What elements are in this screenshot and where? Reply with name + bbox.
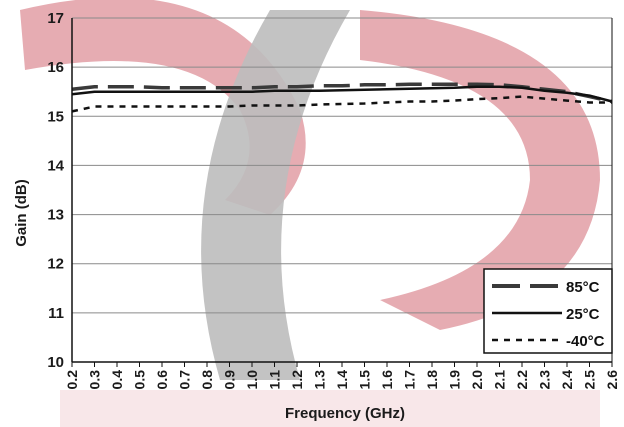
- y-tick-label: 11: [48, 305, 64, 322]
- legend-label-minus40c: -40°C: [566, 333, 605, 350]
- y-tick-label: 10: [47, 354, 64, 371]
- y-axis-title: Gain (dB): [13, 179, 30, 247]
- y-tick-label: 16: [47, 59, 64, 76]
- y-tick-label: 13: [47, 207, 64, 224]
- x-tick-label: 1.9: [447, 370, 463, 390]
- x-tick-label: 2.4: [559, 370, 575, 390]
- x-tick-label: 2.0: [469, 370, 485, 390]
- x-tick-label: 2.1: [492, 370, 508, 390]
- y-tick-label: 15: [47, 108, 64, 125]
- x-tick-label: 1.1: [267, 370, 283, 390]
- watermark-red-arc-top: [20, 0, 306, 215]
- x-tick-label: 0.4: [109, 370, 125, 390]
- x-tick-label: 1.7: [402, 370, 418, 390]
- watermark-logo: [20, 0, 600, 427]
- legend-label-25c: 25°C: [566, 306, 600, 323]
- y-tick-label: 17: [47, 10, 64, 27]
- x-tick-label: 0.7: [177, 370, 193, 390]
- x-tick-label: 2.3: [537, 370, 553, 390]
- axes: 10 11 12 13 14 15 16 17 0.2 0.3 0.4 0.5 0.6 0.7 0.8 0.9…: [47, 10, 620, 389]
- x-tick-label: 1.2: [289, 370, 305, 390]
- x-tick-label: 0.8: [199, 370, 215, 390]
- x-tick-label: 2.6: [604, 370, 620, 390]
- x-tick-label: 1.0: [244, 370, 260, 390]
- x-tick-label: 1.3: [312, 370, 328, 390]
- x-tick-label: 1.4: [334, 370, 350, 390]
- y-tick-label: 14: [47, 157, 64, 174]
- x-tick-label: 0.5: [132, 370, 148, 390]
- series-group: [71, 82, 613, 113]
- x-tick-label: 1.8: [424, 370, 440, 390]
- x-axis-title: Frequency (GHz): [285, 405, 405, 422]
- x-tick-label: 0.2: [64, 370, 80, 390]
- series-line-25c: [71, 85, 613, 103]
- legend-label-85c: 85°C: [566, 279, 600, 296]
- legend: 85°C 25°C -40°C: [483, 268, 613, 354]
- x-tick-label: 2.5: [582, 370, 598, 390]
- x-tick-label: 0.3: [87, 370, 103, 390]
- x-tick-label: 2.2: [514, 370, 530, 390]
- y-tick-label: 12: [47, 256, 64, 273]
- x-tick-label: 0.9: [222, 370, 238, 390]
- x-tick-label: 1.5: [357, 370, 373, 390]
- watermark-red-bottom: [60, 390, 600, 427]
- watermark-gray-band: [201, 10, 350, 380]
- x-tick-label: 1.6: [379, 370, 395, 390]
- x-tick-label: 0.6: [154, 370, 170, 390]
